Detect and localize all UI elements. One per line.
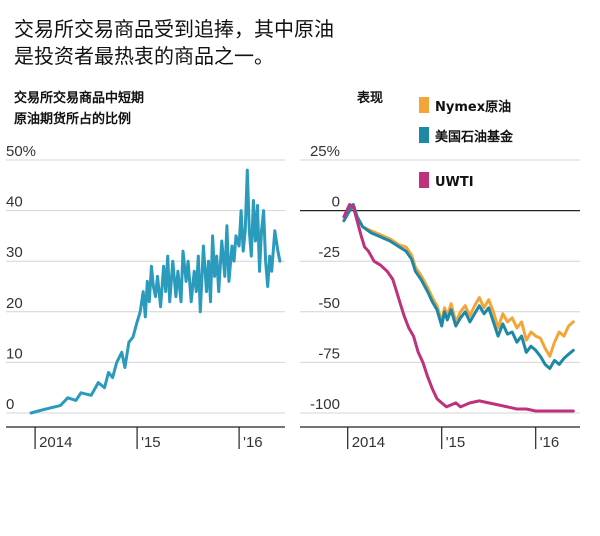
left-y-tick-label: 10 (6, 345, 23, 362)
legend-swatch (419, 172, 429, 188)
right-y-tick-label: -75 (318, 345, 340, 362)
legend-label: UWTI (435, 175, 474, 190)
right-y-tick-label: -25 (318, 244, 340, 261)
left-chart-title: 交易所交易商品中短期 原油期货所占的比例 (14, 88, 144, 130)
left-y-tick-label: 40 (6, 194, 23, 211)
right-x-tick-label: 2014 (352, 434, 385, 451)
right-chart: 25% 0 -25 -50 -75 -100 2014 '15 '16 (300, 143, 580, 451)
left-x-tick-label: '16 (243, 434, 263, 451)
headline-line-1: 交易所交易商品受到追捧，其中原油 (14, 17, 334, 41)
legend-label: 美国石油基金 (435, 129, 514, 145)
right-series-line-0 (342, 203, 575, 358)
left-y-tick-label: 50% (6, 143, 36, 160)
left-y-tick-label: 30 (6, 244, 23, 261)
right-y-tick-label: -50 (318, 295, 340, 312)
right-y-tick-label: 25% (310, 143, 340, 160)
right-y-tick-label: -100 (310, 396, 340, 413)
right-x-tick-label: '15 (446, 434, 466, 451)
right-y-tick-label: 0 (332, 194, 340, 211)
left-x-tick-label: '15 (141, 434, 161, 451)
headline: 交易所交易商品受到追捧，其中原油 是投资者最热衷的商品之一。 (14, 16, 334, 70)
left-series-line-0 (29, 168, 282, 415)
legend-swatch (419, 97, 429, 113)
right-series-line-2 (342, 203, 575, 413)
left-x-tick-label: 2014 (39, 434, 72, 451)
legend-label: Nymex原油 (435, 99, 511, 115)
right-x-tick-label: '16 (540, 434, 560, 451)
left-chart-title-line-2: 原油期货所占的比例 (14, 112, 132, 127)
left-chart-title-line-1: 交易所交易商品中短期 (14, 91, 145, 106)
right-series-line-1 (342, 203, 575, 370)
legend-swatch (419, 127, 429, 143)
right-chart-title: 表现 (357, 91, 384, 106)
left-chart: 50% 40 30 20 10 0 2014 '15 '16 (6, 143, 285, 451)
headline-line-2: 是投资者最热衷的商品之一。 (14, 44, 274, 68)
left-y-tick-label: 0 (6, 396, 14, 413)
left-y-tick-label: 20 (6, 295, 23, 312)
